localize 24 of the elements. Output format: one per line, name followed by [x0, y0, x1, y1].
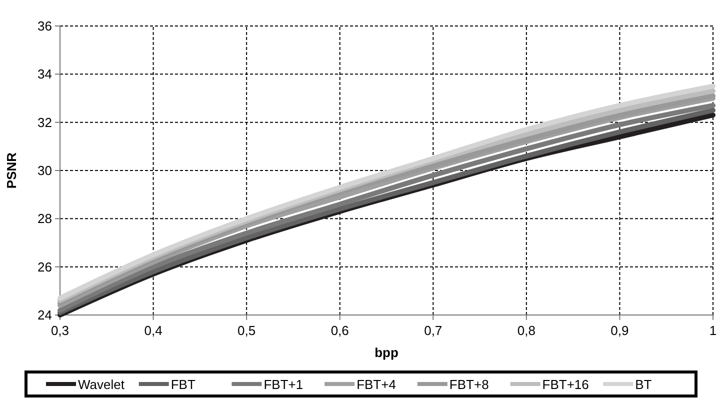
x-tick-label: 1 — [709, 323, 717, 338]
x-tick-label: 0,6 — [330, 323, 349, 338]
legend-label: BT — [635, 377, 652, 392]
legend-label: FBT+1 — [264, 377, 304, 392]
x-tick-label: 0,3 — [50, 323, 70, 338]
legend-label: FBT+8 — [449, 377, 489, 392]
legend-label: FBT — [170, 377, 196, 392]
legend-label: FBT+4 — [356, 377, 396, 392]
y-tick-label: 28 — [38, 211, 52, 226]
x-tick-label: 0,9 — [610, 323, 629, 338]
y-tick-label: 34 — [38, 66, 52, 82]
y-tick-label: 32 — [38, 114, 52, 130]
x-axis-title: bpp — [374, 345, 398, 360]
x-tick-label: 0,7 — [424, 323, 442, 338]
y-tick-label: 30 — [38, 163, 52, 178]
x-tick-label: 0,8 — [517, 323, 536, 338]
y-tick-label: 36 — [38, 18, 52, 34]
legend-label: Wavelet — [78, 377, 125, 392]
x-tick-label: 0,5 — [238, 323, 256, 338]
y-tick-label: 24 — [38, 308, 52, 322]
legend-label: FBT+16 — [542, 377, 589, 392]
y-axis-title: PSNR — [4, 152, 19, 189]
x-tick-label: 0,4 — [144, 323, 162, 338]
y-tick-label: 26 — [38, 259, 52, 274]
